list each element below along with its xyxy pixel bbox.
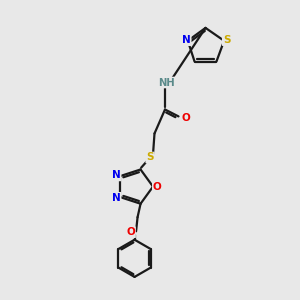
Text: N: N (112, 193, 121, 203)
Text: O: O (126, 227, 135, 237)
Text: N: N (182, 35, 191, 45)
Text: S: S (223, 35, 230, 45)
Text: N: N (112, 170, 121, 180)
Text: NH: NH (158, 77, 175, 88)
Text: O: O (182, 112, 190, 123)
Text: O: O (153, 182, 162, 192)
Text: S: S (146, 152, 154, 163)
